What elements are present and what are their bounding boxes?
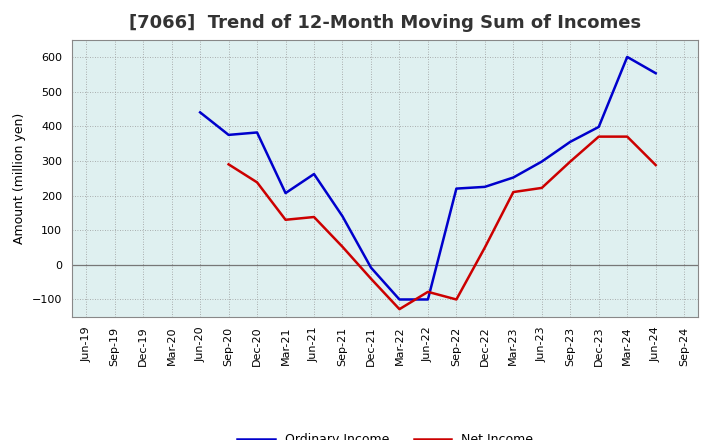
Ordinary Income bbox=[652, 70, 660, 76]
Net Income bbox=[652, 162, 660, 168]
Y-axis label: Amount (million yen): Amount (million yen) bbox=[14, 113, 27, 244]
Ordinary Income bbox=[595, 124, 603, 129]
Net Income bbox=[395, 307, 404, 312]
Net Income bbox=[566, 159, 575, 164]
Net Income bbox=[282, 217, 290, 222]
Net Income bbox=[480, 245, 489, 250]
Ordinary Income bbox=[338, 214, 347, 219]
Net Income bbox=[452, 297, 461, 302]
Ordinary Income bbox=[366, 265, 375, 270]
Ordinary Income bbox=[282, 191, 290, 196]
Net Income bbox=[310, 214, 318, 220]
Ordinary Income bbox=[225, 132, 233, 138]
Net Income bbox=[623, 134, 631, 139]
Net Income bbox=[423, 289, 432, 294]
Ordinary Income bbox=[253, 130, 261, 135]
Net Income bbox=[338, 244, 347, 249]
Line: Net Income: Net Income bbox=[229, 136, 656, 309]
Ordinary Income bbox=[623, 54, 631, 59]
Net Income bbox=[537, 185, 546, 191]
Ordinary Income bbox=[423, 297, 432, 302]
Net Income bbox=[366, 276, 375, 281]
Net Income bbox=[225, 161, 233, 167]
Line: Ordinary Income: Ordinary Income bbox=[200, 57, 656, 300]
Ordinary Income bbox=[537, 159, 546, 164]
Net Income bbox=[509, 189, 518, 194]
Ordinary Income bbox=[310, 172, 318, 177]
Ordinary Income bbox=[509, 175, 518, 180]
Ordinary Income bbox=[196, 110, 204, 115]
Ordinary Income bbox=[480, 184, 489, 190]
Legend: Ordinary Income, Net Income: Ordinary Income, Net Income bbox=[232, 429, 539, 440]
Net Income bbox=[253, 180, 261, 185]
Ordinary Income bbox=[452, 186, 461, 191]
Net Income bbox=[595, 134, 603, 139]
Title: [7066]  Trend of 12-Month Moving Sum of Incomes: [7066] Trend of 12-Month Moving Sum of I… bbox=[129, 15, 642, 33]
Ordinary Income bbox=[395, 297, 404, 302]
Ordinary Income bbox=[566, 139, 575, 144]
